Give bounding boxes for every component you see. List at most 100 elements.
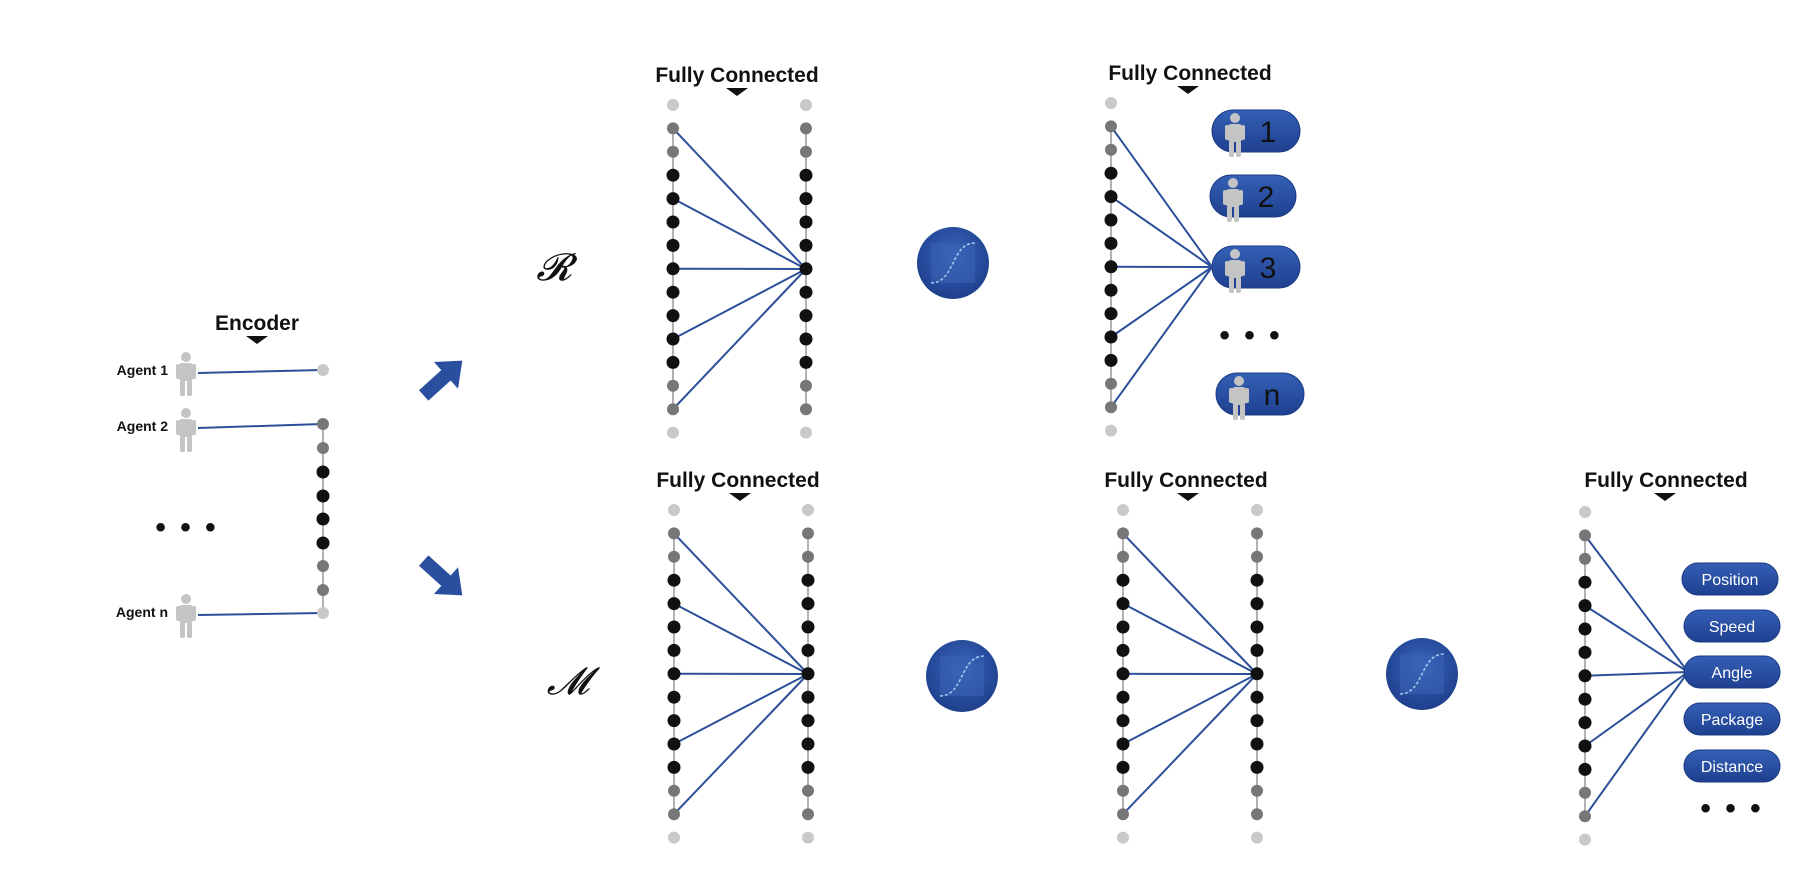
fc-bottom-2-input-column-node bbox=[1116, 620, 1130, 634]
fc-top-1-input-column-node bbox=[667, 122, 679, 135]
fc-bottom-2-output-column bbox=[1250, 504, 1264, 844]
fc-bottom-1-input-column-node bbox=[667, 573, 681, 587]
attribute-speed-label: Speed bbox=[1709, 619, 1755, 636]
fc-bottom-1-connections-line bbox=[673, 673, 809, 815]
fc-top-1-title: Fully Connected bbox=[655, 64, 818, 87]
attribute-position-label: Position bbox=[1702, 572, 1759, 589]
fc-bottom-1-output-column-node bbox=[801, 714, 815, 728]
attribute-output-position: Position bbox=[1681, 562, 1779, 596]
fc-top-1-input-column bbox=[666, 99, 680, 439]
fc-bottom-2-connections-line bbox=[1122, 673, 1258, 745]
fc-top-1-output-column-node bbox=[800, 122, 812, 135]
fc-bottom-1-input-column-node bbox=[668, 504, 680, 516]
fc-bottom-1-output-column-node bbox=[802, 808, 814, 821]
agent-2-link bbox=[197, 423, 323, 429]
fc-top-2-pointer-icon bbox=[1177, 86, 1199, 94]
fc-bottom-1-input-column-node bbox=[667, 620, 681, 634]
fc-top-1-output-column-node bbox=[799, 332, 813, 346]
fc-top-1-connections-line bbox=[672, 197, 807, 270]
fc-bottom-2-pointer-icon bbox=[1177, 493, 1199, 501]
r-branch-symbol: 𝓡 bbox=[536, 247, 578, 289]
attribute-output-angle: Angle bbox=[1683, 655, 1781, 689]
fc-top-2-input-column-node bbox=[1105, 143, 1117, 156]
up-arrow-icon bbox=[418, 360, 463, 401]
fc-bottom-2-input-column-node bbox=[1117, 527, 1129, 540]
fc-top-2-input-column-node bbox=[1104, 353, 1118, 367]
fc-bottom-3-connections-line bbox=[1584, 671, 1689, 747]
agent-output-3-label: 3 bbox=[1260, 252, 1277, 285]
fc-top-2-input-column-node bbox=[1104, 166, 1118, 180]
fc-bottom-1-input-column-node bbox=[668, 831, 680, 844]
fc-top-1-connections-line bbox=[672, 268, 807, 340]
encoder-node bbox=[316, 489, 330, 503]
agent-1-person-icon bbox=[176, 352, 196, 396]
sigmoid-bottom-2-icon bbox=[1385, 637, 1459, 711]
fc-top-2-connections-line bbox=[1110, 266, 1213, 408]
fc-top-2-input-column-node bbox=[1105, 97, 1117, 109]
fc-bottom-3-input-column-node bbox=[1579, 786, 1591, 799]
fc-top-1-output-column-node bbox=[799, 215, 813, 229]
fc-bottom-2-output-column-node bbox=[1250, 667, 1264, 681]
fc-bottom-2-output-column-node bbox=[1250, 620, 1264, 634]
encoder-node bbox=[316, 465, 330, 479]
fc-bottom-2-output-column-node bbox=[1251, 831, 1263, 844]
fc-bottom-2-input-column-node bbox=[1116, 737, 1130, 751]
fc-top-1-input-column-node bbox=[666, 168, 680, 182]
fc-bottom-1-connections bbox=[673, 532, 809, 815]
fc-top-1-output-column-node bbox=[799, 168, 813, 182]
fc-top-2-input-column-node bbox=[1105, 377, 1117, 390]
fc-top-1-input-column-node bbox=[667, 145, 679, 158]
fc-bottom-2-input-column-node bbox=[1116, 573, 1130, 587]
fc-bottom-1-input-column-node bbox=[667, 597, 681, 611]
agent-1-link bbox=[197, 369, 323, 374]
attribute-angle-label: Angle bbox=[1712, 665, 1753, 682]
fc-bottom-2-output-column-node bbox=[1251, 784, 1263, 797]
fc-top-2-input-column-node bbox=[1105, 424, 1117, 437]
encoder-node bbox=[317, 442, 329, 454]
agent-n-label: Agent n bbox=[116, 604, 168, 620]
encoder-title: Encoder bbox=[215, 312, 299, 335]
fc-bottom-3-input-column-node bbox=[1578, 599, 1592, 613]
encoder-node bbox=[317, 418, 329, 430]
encoder-node bbox=[316, 536, 330, 550]
agent-output-ellipsis: • • • bbox=[1219, 319, 1282, 352]
sigmoid-bottom-1-icon bbox=[925, 639, 999, 713]
fc-top-2-connections bbox=[1110, 125, 1213, 408]
fc-bottom-1-pointer-icon bbox=[729, 493, 751, 501]
fc-top-2-input-column-node bbox=[1104, 236, 1118, 250]
fc-bottom-1-input-column-node bbox=[668, 527, 680, 540]
fc-bottom-2-output-column-node bbox=[1250, 714, 1264, 728]
fc-bottom-2-output-column-node bbox=[1251, 808, 1263, 821]
fc-bottom-2-input-column bbox=[1116, 504, 1130, 844]
fc-bottom-3-input-column bbox=[1578, 506, 1592, 846]
fc-bottom-3-connections-line bbox=[1584, 604, 1689, 673]
fc-bottom-1-connections-line bbox=[673, 602, 809, 675]
fc-bottom-2-input-column-node bbox=[1117, 808, 1129, 821]
fc-top-1-output-column-node bbox=[799, 192, 813, 206]
agent-output-n: n bbox=[1215, 372, 1305, 420]
fc-top-2-input-column-node bbox=[1104, 213, 1118, 227]
fc-bottom-1-output-column-node bbox=[801, 597, 815, 611]
agent-2-person-icon bbox=[176, 408, 196, 452]
fc-bottom-2-input-column-node bbox=[1117, 831, 1129, 844]
fc-bottom-2-input-column-node bbox=[1117, 550, 1129, 563]
fc-top-1-output-column-node bbox=[799, 355, 813, 369]
fc-bottom-2-input-column-node bbox=[1117, 784, 1129, 797]
encoder-node bbox=[316, 512, 330, 526]
attribute-output-speed: Speed bbox=[1683, 609, 1781, 643]
fc-bottom-2-connections-line bbox=[1122, 602, 1258, 675]
fc-bottom-2-output-column-node bbox=[1250, 573, 1264, 587]
fc-top-1-input-column-node bbox=[667, 99, 679, 111]
fc-bottom-2-input-column-node bbox=[1116, 760, 1130, 774]
fc-bottom-2-input-column-node bbox=[1116, 667, 1130, 681]
fc-top-2-connections-line bbox=[1110, 125, 1213, 268]
fc-top-1-connections-line bbox=[672, 268, 807, 410]
fc-bottom-2-input-column-node bbox=[1117, 504, 1129, 516]
fc-bottom-1-output-column-node bbox=[801, 690, 815, 704]
fc-bottom-3-input-column-node bbox=[1579, 506, 1591, 518]
fc-bottom-3-connections-line bbox=[1584, 534, 1689, 673]
fc-bottom-2-output-column-node bbox=[1250, 643, 1264, 657]
fc-top-2-input-column-node bbox=[1104, 330, 1118, 344]
fc-top-1-connections-line bbox=[672, 127, 807, 270]
fc-top-1-input-column-node bbox=[666, 192, 680, 206]
